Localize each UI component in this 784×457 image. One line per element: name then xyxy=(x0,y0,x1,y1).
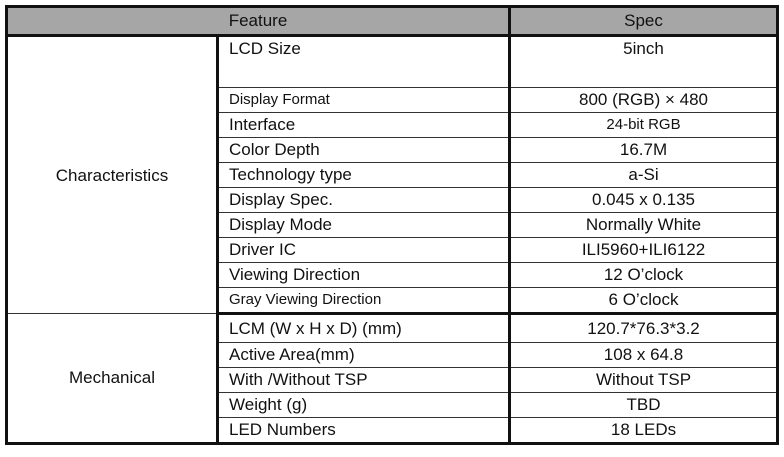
spec-cell: 12 O’clock xyxy=(508,262,778,288)
table-row: Display Spec. 0.045 x 0.135 xyxy=(7,187,778,213)
spec-table: Feature Spec Characteristics LCD Size 5i… xyxy=(5,5,779,445)
feature-cell: Technology type xyxy=(217,162,510,188)
table-row: Active Area(mm) 108 x 64.8 xyxy=(7,342,778,368)
table-row: Characteristics LCD Size 5inch xyxy=(6,35,778,314)
group-label-mechanical: Mechanical xyxy=(6,313,219,444)
spec-cell: Normally White xyxy=(508,212,778,238)
spec-cell: 120.7*76.3*3.2 xyxy=(508,313,778,343)
feature-cell: Driver IC xyxy=(217,237,510,263)
spec-cell: 800 (RGB) × 480 xyxy=(508,87,778,113)
header-row: Feature Spec xyxy=(6,6,778,37)
table-row: Technology type a-Si xyxy=(7,162,778,188)
table-row: Display Format 800 (RGB) × 480 xyxy=(7,87,778,113)
spec-cell: 5inch xyxy=(508,35,778,88)
table-row: Gray Viewing Direction 6 O’clock xyxy=(7,287,778,315)
feature-cell: Gray Viewing Direction xyxy=(217,287,510,315)
table-row: LED Numbers 18 LEDs xyxy=(7,417,778,444)
spec-cell: 6 O’clock xyxy=(508,287,778,315)
spec-cell: 108 x 64.8 xyxy=(508,342,778,368)
feature-cell: Display Mode xyxy=(217,212,510,238)
table-row: Interface 24-bit RGB xyxy=(7,112,778,138)
feature-cell: LCD Size xyxy=(217,35,510,88)
table-row: Mechanical LCM (W x H x D) (mm) 120.7*76… xyxy=(6,313,778,444)
table-row: With /Without TSP Without TSP xyxy=(7,367,778,393)
header-spec: Spec xyxy=(508,6,778,37)
spec-cell: 18 LEDs xyxy=(508,417,778,444)
group-label-characteristics: Characteristics xyxy=(6,35,219,314)
feature-cell: Display Spec. xyxy=(217,187,510,213)
feature-cell: With /Without TSP xyxy=(217,367,510,393)
feature-cell: Display Format xyxy=(217,87,510,113)
spec-cell: ILI5960+ILI6122 xyxy=(508,237,778,263)
spec-cell: Without TSP xyxy=(508,367,778,393)
spec-cell: a-Si xyxy=(508,162,778,188)
spec-cell: TBD xyxy=(508,392,778,418)
table-row: Driver IC ILI5960+ILI6122 xyxy=(7,237,778,263)
spec-cell: 24-bit RGB xyxy=(508,112,778,138)
table-row: Viewing Direction 12 O’clock xyxy=(7,262,778,288)
spec-cell: 0.045 x 0.135 xyxy=(508,187,778,213)
table-row: Display Mode Normally White xyxy=(7,212,778,238)
feature-cell: Interface xyxy=(217,112,510,138)
table-row: Weight (g) TBD xyxy=(7,392,778,418)
spec-cell: 16.7M xyxy=(508,137,778,163)
feature-cell: LCM (W x H x D) (mm) xyxy=(217,313,510,343)
table-row: Color Depth 16.7M xyxy=(7,137,778,163)
feature-cell: LED Numbers xyxy=(217,417,510,444)
feature-cell: Viewing Direction xyxy=(217,262,510,288)
feature-cell: Color Depth xyxy=(217,137,510,163)
feature-cell: Weight (g) xyxy=(217,392,510,418)
header-feature: Feature xyxy=(6,6,510,37)
feature-cell: Active Area(mm) xyxy=(217,342,510,368)
